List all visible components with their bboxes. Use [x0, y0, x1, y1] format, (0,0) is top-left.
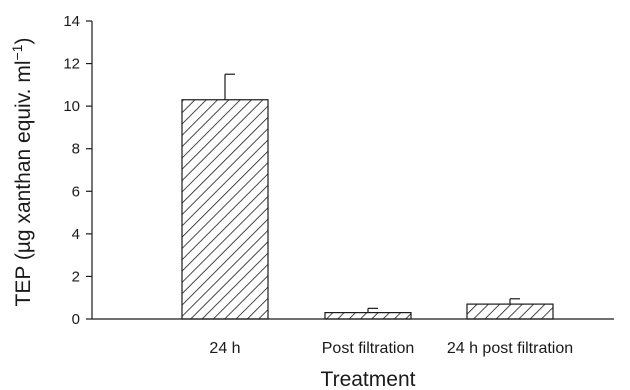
y-axis-title: TEP (µg xanthan equiv. ml−1) [9, 38, 35, 307]
y-tick-label-0: 0 [72, 311, 80, 328]
y-axis-ticks: 0 2 4 6 8 10 12 14 [63, 13, 92, 328]
y-tick-label-3: 6 [72, 183, 80, 200]
y-tick-label-7: 14 [63, 13, 80, 30]
x-tick-label-1: Post filtration [322, 340, 414, 357]
y-axis-title-close: ) [12, 38, 35, 45]
y-tick-label-4: 8 [72, 141, 80, 158]
x-axis-tick-labels: 24 h Post filtration 24 h post filtration [209, 340, 573, 357]
y-axis-title-main: TEP (µg xanthan equiv. ml [12, 61, 35, 307]
x-tick-label-2: 24 h post filtration [447, 340, 573, 357]
y-tick-label-6: 12 [63, 56, 80, 73]
y-tick-label-1: 2 [72, 268, 80, 285]
y-tick-label-5: 10 [63, 98, 80, 115]
y-tick-label-2: 4 [72, 226, 80, 243]
error-bars [224, 73, 520, 313]
bar-0 [181, 99, 269, 320]
bar-1 [324, 312, 412, 320]
y-axis-title-superscript: −1 [9, 44, 25, 60]
x-tick-label-0: 24 h [209, 340, 240, 357]
bars [181, 99, 554, 320]
bar-2 [466, 303, 554, 320]
x-axis-title: Treatment [321, 368, 416, 390]
